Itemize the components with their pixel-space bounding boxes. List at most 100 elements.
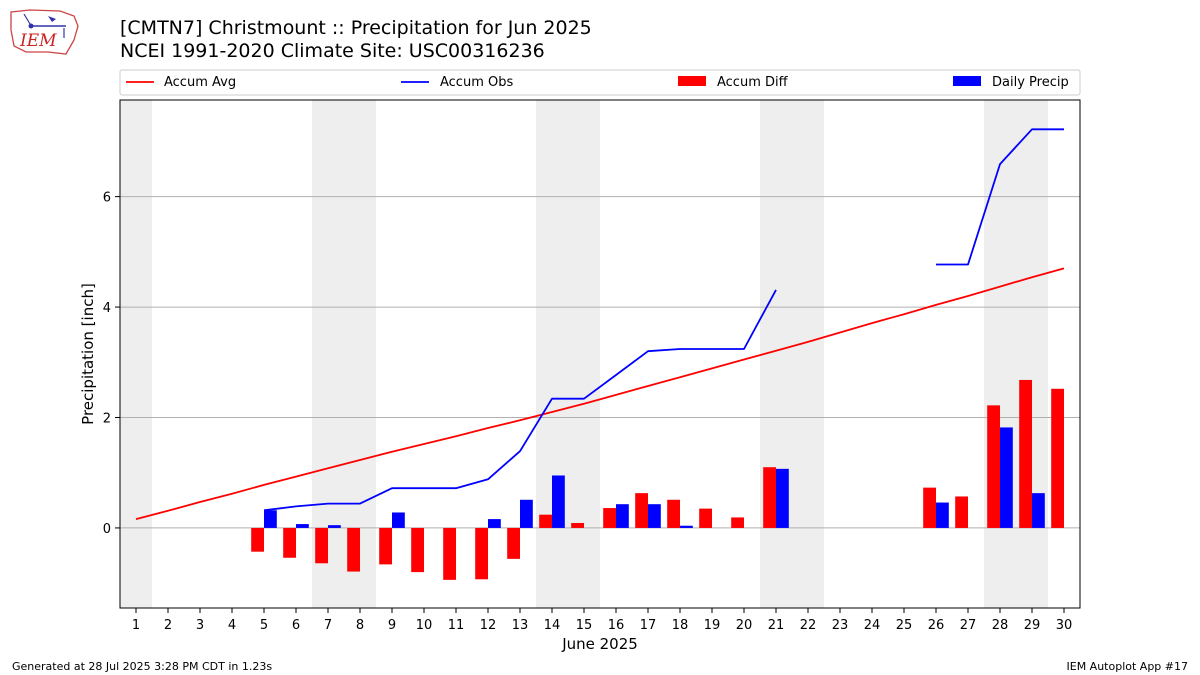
x-tick-label-22: 22: [800, 618, 817, 633]
svg-text:IEM: IEM: [19, 31, 57, 51]
accum-diff-bar-12: [475, 527, 488, 580]
x-tick-label-27: 27: [960, 618, 977, 633]
accum-diff-bar-29: [1019, 379, 1032, 528]
bar-series: [251, 379, 1064, 580]
x-tick-label-30: 30: [1056, 618, 1073, 633]
x-tick-label-21: 21: [768, 618, 785, 633]
daily-precip-bar-17: [648, 504, 661, 528]
accum-diff-bar-21: [763, 467, 776, 528]
daily-precip-bar-14: [552, 475, 565, 528]
weekend-shade-day-8: [344, 100, 376, 608]
accum-diff-bar-26: [923, 487, 936, 528]
accum-diff-bar-15: [571, 522, 584, 528]
accum-diff-bar-20: [731, 517, 744, 528]
accum-diff-bar-6: [283, 527, 296, 558]
x-tick-label-9: 9: [388, 618, 396, 633]
daily-precip-bar-6: [296, 524, 309, 528]
y-axis-label: Precipitation [inch]: [79, 283, 97, 425]
plot-frame: [119, 99, 1081, 609]
x-tick-label-1: 1: [132, 618, 140, 633]
accum-diff-bar-18: [667, 499, 680, 528]
y-tick-label-6: 6: [103, 191, 111, 206]
x-tick-label-15: 15: [576, 618, 593, 633]
x-tick-label-29: 29: [1024, 618, 1041, 633]
daily-precip-bar-29: [1032, 493, 1045, 528]
legend-label-daily-precip: Daily Precip: [992, 75, 1069, 90]
y-tick-label-4: 4: [103, 301, 111, 316]
accum-diff-bar-28: [987, 405, 1000, 528]
x-tick-label-3: 3: [196, 618, 204, 633]
accum-diff-bar-13: [507, 527, 520, 559]
accum-diff-bar-11: [443, 527, 456, 580]
legend-label-accum-avg: Accum Avg: [164, 75, 236, 90]
x-tick-label-26: 26: [928, 618, 945, 633]
daily-precip-bar-18: [680, 525, 693, 528]
accum-diff-bar-27: [955, 496, 968, 528]
accum-diff-bar-8: [347, 527, 360, 572]
daily-precip-bar-7: [328, 525, 341, 528]
chart-title: [CMTN7] Christmount :: Precipitation for…: [120, 17, 592, 39]
legend-label-accum-diff: Accum Diff: [717, 75, 789, 90]
x-tick-label-19: 19: [704, 618, 721, 633]
weekend-shade-day-14: [536, 100, 568, 608]
accum-diff-bar-30: [1051, 388, 1064, 528]
x-tick-label-25: 25: [896, 618, 913, 633]
x-axis: 1 2 3 4 5 6 7 8 9 10 11 12 13 14 15 16 17 18 19 20 21 22 23 24 2…: [132, 608, 1072, 633]
y-tick-label-2: 2: [103, 412, 111, 427]
daily-precip-bar-5: [264, 510, 277, 528]
x-tick-label-5: 5: [260, 618, 268, 633]
x-tick-label-2: 2: [164, 618, 172, 633]
weekend-shade-day-7: [312, 100, 344, 608]
weekend-shade-day-1: [120, 100, 152, 608]
daily-precip-bar-28: [1000, 427, 1013, 528]
x-tick-label-28: 28: [992, 618, 1009, 633]
accum-diff-bar-5: [251, 527, 264, 552]
accum-diff-bar-10: [411, 527, 424, 573]
app-label: IEM Autoplot App #17: [1066, 660, 1189, 673]
daily-precip-bar-16: [616, 504, 629, 528]
x-tick-label-17: 17: [640, 618, 657, 633]
y-tick-label-0: 0: [103, 522, 111, 537]
accum-diff-bar-19: [699, 508, 712, 528]
daily-precip-bar-9: [392, 512, 405, 528]
x-tick-label-18: 18: [672, 618, 689, 633]
accum-diff-bar-17: [635, 493, 648, 528]
x-tick-label-6: 6: [292, 618, 300, 633]
x-tick-label-14: 14: [544, 618, 561, 633]
accum-diff-bar-9: [379, 527, 392, 565]
weekend-shade-day-22: [792, 100, 824, 608]
daily-precip-bar-12: [488, 519, 501, 528]
legend-label-accum-obs: Accum Obs: [440, 75, 513, 90]
iem-logo: IEM: [8, 6, 82, 62]
x-axis-label: June 2025: [561, 635, 638, 653]
x-tick-label-16: 16: [608, 618, 625, 633]
legend-swatch-accum-diff: [678, 76, 706, 86]
generated-timestamp: Generated at 28 Jul 2025 3:28 PM CDT in …: [12, 660, 273, 673]
daily-precip-bar-21: [776, 468, 789, 528]
accum-diff-bar-14: [539, 514, 552, 528]
weekend-shade-day-15: [568, 100, 600, 608]
chart-subtitle: NCEI 1991-2020 Climate Site: USC00316236: [120, 40, 545, 62]
accum-avg-line-segment-1: [135, 267, 1065, 520]
x-tick-label-7: 7: [324, 618, 332, 633]
accum-diff-bar-7: [315, 527, 328, 564]
x-tick-label-11: 11: [448, 618, 465, 633]
x-tick-label-8: 8: [356, 618, 364, 633]
x-tick-label-24: 24: [864, 618, 881, 633]
accum-obs-line-segment-2: [936, 128, 1064, 266]
legend: Accum Avg Accum Obs Accum Diff Daily Pre…: [119, 69, 1081, 96]
x-tick-label-10: 10: [416, 618, 433, 633]
x-tick-label-23: 23: [832, 618, 849, 633]
weekend-shade-day-28: [984, 100, 1016, 608]
line-series: [135, 128, 1065, 520]
x-tick-label-12: 12: [480, 618, 497, 633]
x-tick-label-4: 4: [228, 618, 236, 633]
legend-box: [119, 69, 1081, 96]
x-tick-label-13: 13: [512, 618, 529, 633]
legend-swatch-daily-precip: [953, 76, 981, 86]
weekend-shade-day-29: [1016, 100, 1048, 608]
daily-precip-bar-13: [520, 499, 533, 528]
accum-diff-bar-16: [603, 508, 616, 528]
accum-obs-line-segment-1: [263, 289, 777, 512]
